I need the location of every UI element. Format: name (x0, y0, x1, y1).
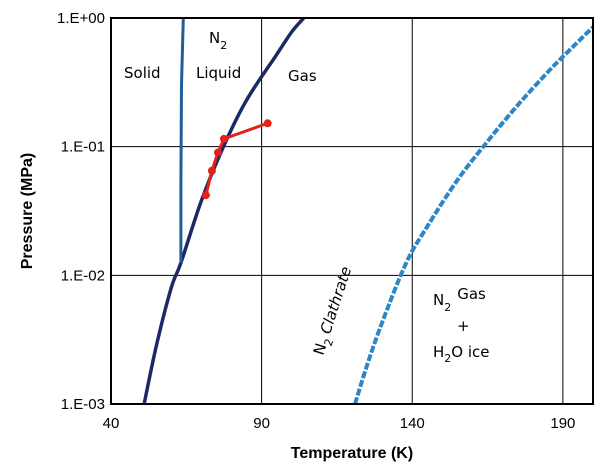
series-melting-curve (179, 17, 185, 263)
ice-label-rest: O ice (451, 343, 489, 361)
gas-region-n: N (433, 291, 444, 309)
plot-frame (110, 17, 594, 405)
y-tick-label: 1.E-03 (61, 396, 105, 413)
n2-label-letter: N (209, 29, 220, 47)
data-point (201, 191, 210, 200)
n2-label-sub: 2 (220, 39, 227, 52)
x-axis-title: Temperature (K) (291, 445, 413, 462)
solid-label: Solid (124, 64, 161, 82)
data-point (207, 166, 216, 175)
data-point (263, 119, 272, 128)
clathrate-label-n: N (310, 341, 331, 357)
data-point (213, 148, 222, 157)
gas-region-n2: N2 Gas (433, 285, 486, 314)
clathrate-label-sub: 2 (322, 337, 337, 348)
y-tick-label: 1.E-01 (61, 139, 105, 156)
x-tick-label: 40 (103, 415, 120, 432)
gas-region-sub: 2 (444, 301, 451, 314)
x-tick-label: 90 (253, 415, 270, 432)
series-data-line (204, 121, 269, 196)
ice-label: H2O ice (433, 343, 490, 365)
y-tick-label: 1.E+00 (57, 10, 105, 27)
x-tick-labels: 40 90 140 190 (103, 415, 576, 432)
gas-label: Gas (288, 67, 317, 85)
data-point (219, 134, 228, 143)
grid-lines (111, 18, 593, 404)
gas-region-gas: Gas (457, 285, 486, 303)
y-axis-title: Pressure (MPa) (19, 153, 36, 270)
gas-region-plus: + (457, 317, 470, 335)
x-tick-label: 140 (400, 415, 425, 432)
series-clathrate-curve (353, 25, 595, 405)
ice-label-h: H (433, 343, 444, 361)
y-tick-label: 1.E-02 (61, 267, 105, 284)
clathrate-label: N2Clathrate (310, 264, 359, 358)
ice-label-sub: 2 (444, 352, 451, 365)
liquid-label: Liquid (196, 64, 241, 82)
curves (142, 16, 595, 405)
n2-label: N2 (209, 29, 227, 52)
x-tick-label: 190 (550, 415, 575, 432)
y-tick-labels: 1.E+00 1.E-01 1.E-02 1.E-03 (57, 10, 105, 413)
